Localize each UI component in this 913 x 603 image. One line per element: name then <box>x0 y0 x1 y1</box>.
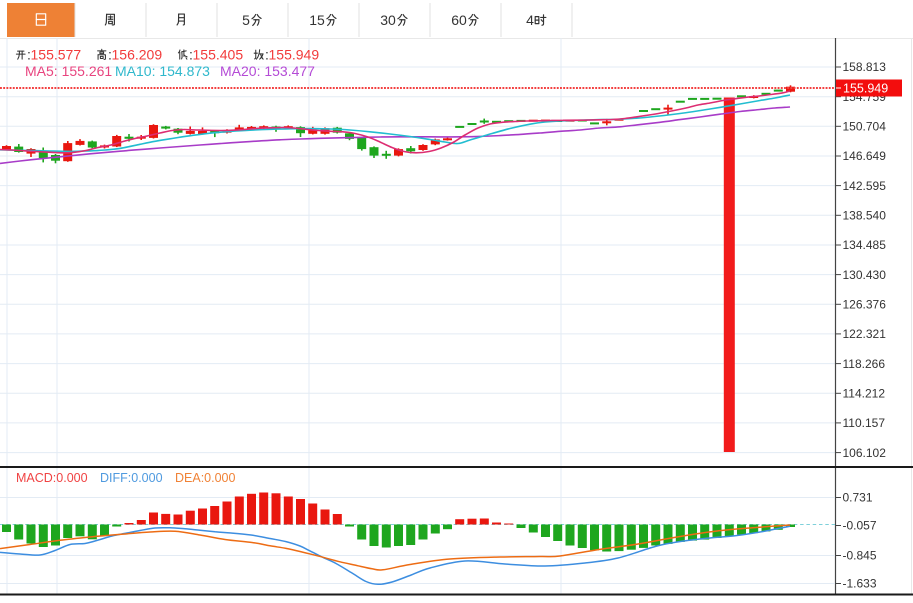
svg-text:142.595: 142.595 <box>843 179 887 193</box>
svg-text:MACD:0.000: MACD:0.000 <box>16 471 88 485</box>
svg-text:60: 60 <box>451 12 467 28</box>
svg-text:-0.845: -0.845 <box>843 549 877 563</box>
svg-text::: : <box>189 47 193 63</box>
svg-text:150.704: 150.704 <box>843 120 887 134</box>
svg-text:-1.633: -1.633 <box>843 577 877 591</box>
svg-text:106.102: 106.102 <box>843 446 887 460</box>
svg-text:130.430: 130.430 <box>843 268 887 282</box>
svg-text:155.577: 155.577 <box>31 47 82 63</box>
svg-text::: : <box>108 47 112 63</box>
svg-text:MA20: 153.477: MA20: 153.477 <box>220 63 315 79</box>
svg-text:DIFF:0.000: DIFF:0.000 <box>100 471 163 485</box>
svg-text:MA5: 155.261: MA5: 155.261 <box>25 63 112 79</box>
svg-text:110.157: 110.157 <box>843 416 886 430</box>
svg-text:30: 30 <box>380 12 396 28</box>
svg-text::: : <box>27 47 31 63</box>
svg-text:155.949: 155.949 <box>843 81 888 95</box>
svg-text:0.731: 0.731 <box>843 491 873 505</box>
svg-text:15: 15 <box>309 12 325 28</box>
svg-text:5: 5 <box>242 12 250 28</box>
svg-text:126.376: 126.376 <box>843 298 887 312</box>
svg-text:156.209: 156.209 <box>112 47 163 63</box>
svg-text:114.212: 114.212 <box>843 387 886 401</box>
svg-text::: : <box>265 47 269 63</box>
svg-text:138.540: 138.540 <box>843 209 887 223</box>
svg-text:155.405: 155.405 <box>193 47 244 63</box>
svg-text:MA10: 154.873: MA10: 154.873 <box>115 63 210 79</box>
svg-text:4: 4 <box>526 12 534 28</box>
svg-text:122.321: 122.321 <box>843 327 887 341</box>
svg-text:155.949: 155.949 <box>269 47 320 63</box>
svg-text:146.649: 146.649 <box>843 149 887 163</box>
svg-text:-0.057: -0.057 <box>843 519 877 533</box>
svg-text:118.266: 118.266 <box>843 357 886 371</box>
svg-text:DEA:0.000: DEA:0.000 <box>175 471 236 485</box>
svg-text:134.485: 134.485 <box>843 238 887 252</box>
svg-text:158.813: 158.813 <box>843 60 887 74</box>
